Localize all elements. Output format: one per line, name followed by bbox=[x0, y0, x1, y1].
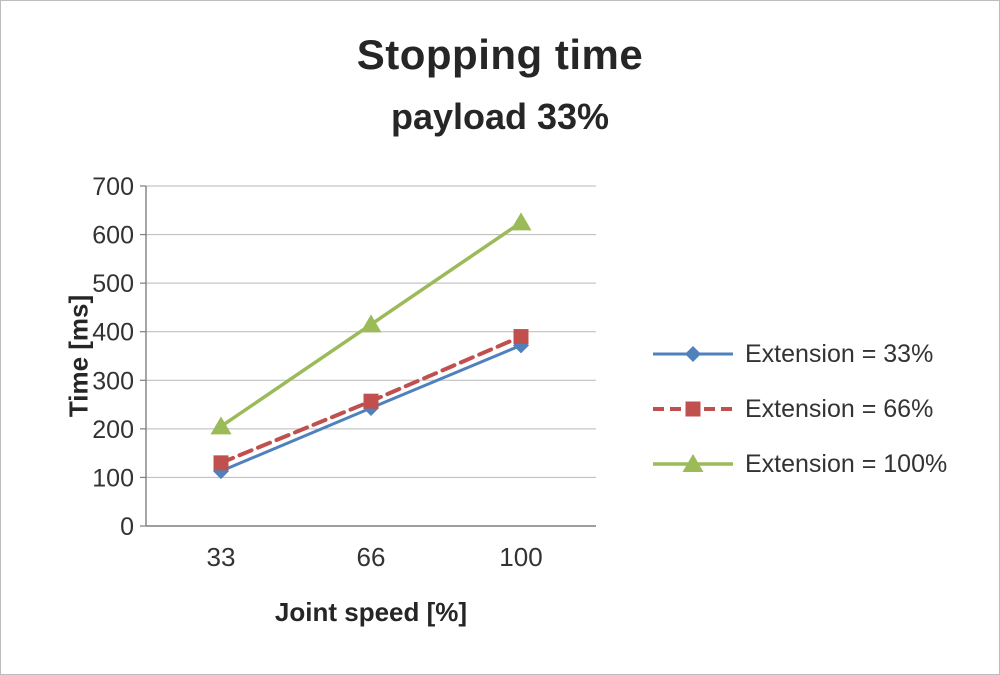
series-marker-triangle bbox=[360, 314, 382, 333]
y-tick-label: 200 bbox=[92, 416, 134, 444]
x-axis-title: Joint speed [%] bbox=[274, 597, 468, 627]
y-tick-label: 300 bbox=[92, 367, 134, 395]
series-marker-triangle bbox=[682, 454, 704, 472]
y-tick-label: 400 bbox=[92, 319, 134, 347]
legend-label: Extension = 100% bbox=[745, 449, 948, 478]
legend-label: Extension = 33% bbox=[745, 339, 934, 368]
series-marker-triangle bbox=[510, 212, 532, 231]
series-marker-diamond bbox=[513, 337, 529, 354]
y-tick-label: 0 bbox=[120, 513, 134, 541]
legend-item: Extension = 33% bbox=[651, 339, 947, 369]
legend-item: Extension = 100% bbox=[651, 449, 947, 479]
x-tick-label: 100 bbox=[499, 542, 542, 572]
plot-area: 0 100 200 300 400 500 600 700 33 66 100 bbox=[92, 173, 596, 572]
series-marker-diamond bbox=[685, 346, 701, 362]
y-tick-label: 700 bbox=[92, 173, 134, 201]
series-marker-square bbox=[363, 393, 379, 409]
x-tick-label: 33 bbox=[207, 542, 236, 572]
legend-swatch bbox=[653, 454, 733, 472]
chart-title: Stopping time bbox=[356, 31, 644, 78]
series-marker-square bbox=[685, 401, 701, 417]
y-tick-label: 500 bbox=[92, 270, 134, 298]
x-tick-label: 66 bbox=[357, 542, 386, 572]
series-marker-square bbox=[513, 329, 529, 345]
chart-subtitle: payload 33% bbox=[390, 96, 610, 137]
legend: Extension = 33% Extension = 66% Extension … bbox=[651, 339, 947, 504]
legend-swatch bbox=[653, 401, 733, 417]
legend-label: Extension = 66% bbox=[745, 394, 934, 423]
series-marker-triangle bbox=[210, 416, 232, 435]
y-tick-label: 600 bbox=[92, 222, 134, 250]
series-marker-square bbox=[213, 455, 229, 471]
legend-swatch bbox=[653, 346, 733, 362]
y-tick-label: 100 bbox=[92, 464, 134, 492]
legend-item: Extension = 66% bbox=[651, 394, 947, 424]
